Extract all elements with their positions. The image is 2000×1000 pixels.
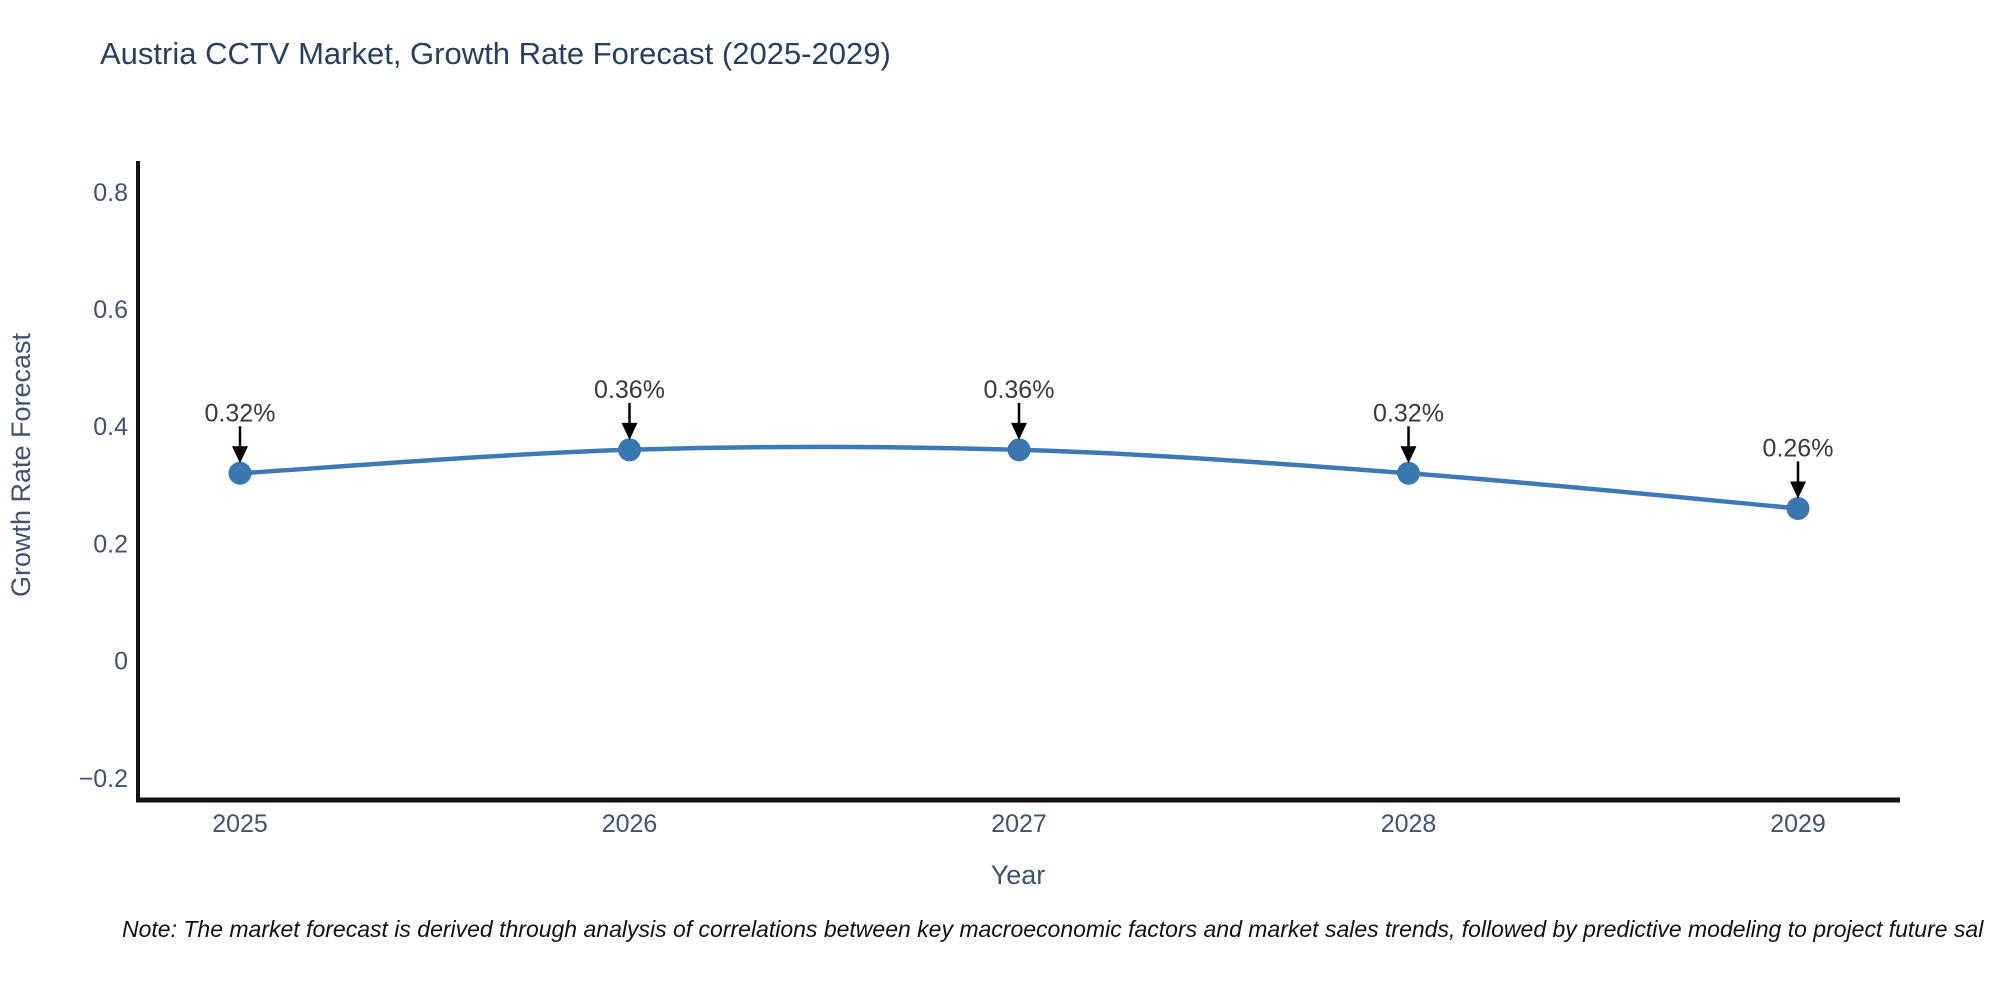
y-tick-label: 0.8	[93, 179, 128, 207]
x-tick-label: 2028	[1381, 810, 1437, 838]
data-point-marker	[1786, 496, 1810, 520]
point-value-label: 0.36%	[594, 376, 665, 404]
point-value-label: 0.26%	[1763, 434, 1834, 462]
x-tick-label: 2029	[1770, 810, 1826, 838]
data-point-marker	[618, 438, 641, 462]
annotation-arrowhead	[1790, 481, 1806, 499]
y-tick-label: 0.4	[93, 413, 128, 441]
annotation-arrowhead	[1400, 446, 1417, 464]
y-tick-label: 0	[114, 648, 128, 676]
y-tick-label: −0.2	[79, 765, 128, 793]
data-point-marker	[1397, 461, 1420, 485]
footnote: Note: The market forecast is derived thr…	[122, 916, 1984, 942]
point-value-label: 0.36%	[984, 376, 1055, 404]
annotation-arrowhead	[232, 446, 248, 464]
x-axis-title: Year	[991, 860, 1046, 890]
point-value-label: 0.32%	[205, 399, 276, 427]
annotation-arrowhead	[1011, 422, 1027, 440]
annotation-arrowhead	[621, 422, 638, 440]
point-value-label: 0.32%	[1373, 399, 1444, 427]
data-point-marker	[228, 461, 252, 485]
y-tick-label: 0.2	[93, 530, 128, 558]
y-tick-label: 0.6	[93, 296, 128, 324]
chart-title: Austria CCTV Market, Growth Rate Forecas…	[100, 36, 891, 71]
y-axis-title: Growth Rate Forecast	[6, 332, 36, 597]
x-tick-label: 2026	[602, 810, 658, 838]
x-tick-label: 2027	[991, 810, 1047, 838]
x-tick-label: 2025	[212, 810, 268, 838]
data-point-marker	[1007, 438, 1031, 462]
